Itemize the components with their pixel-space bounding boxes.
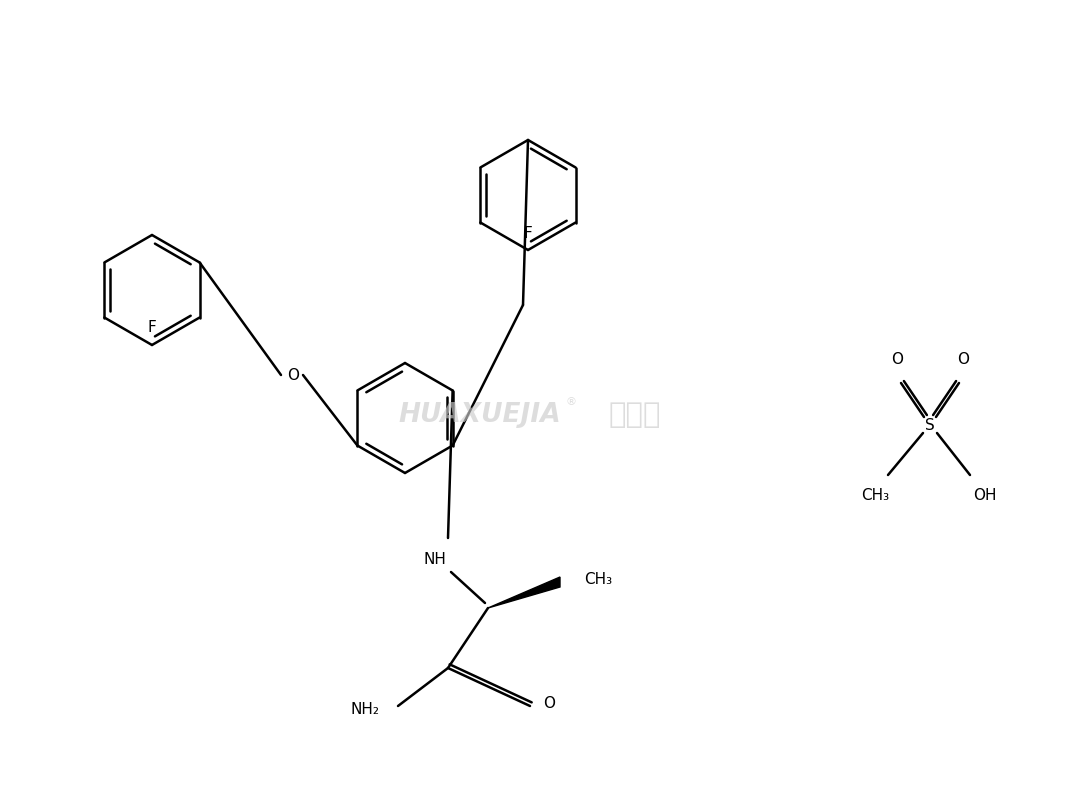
Text: O: O <box>543 696 555 712</box>
Text: O: O <box>891 352 903 368</box>
Text: F: F <box>524 226 532 240</box>
Text: NH: NH <box>424 552 446 567</box>
Text: CH₃: CH₃ <box>584 572 612 588</box>
Text: O: O <box>957 352 969 368</box>
Polygon shape <box>488 577 560 608</box>
Text: F: F <box>148 321 157 335</box>
Text: OH: OH <box>973 488 997 502</box>
Text: O: O <box>286 368 299 383</box>
Text: NH₂: NH₂ <box>351 701 380 717</box>
Text: CH₃: CH₃ <box>861 488 889 502</box>
Text: 化学加: 化学加 <box>609 401 661 429</box>
Text: ®: ® <box>566 397 576 407</box>
Text: S: S <box>925 418 935 433</box>
Text: HUAXUEJIA: HUAXUEJIA <box>398 402 561 428</box>
